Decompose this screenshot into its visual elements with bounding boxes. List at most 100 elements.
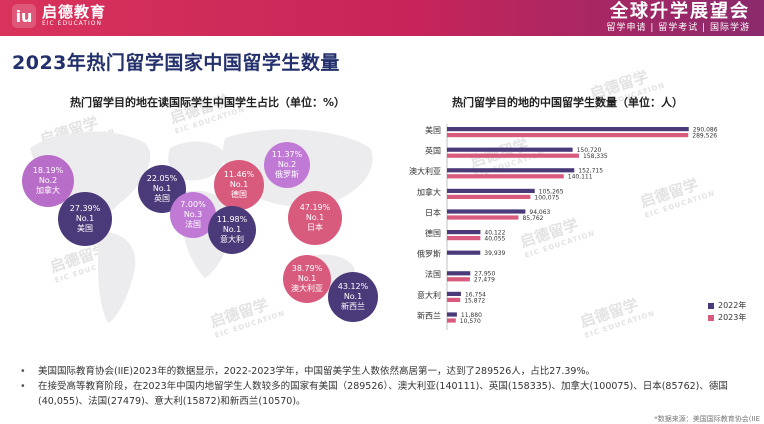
value-label: 39,939 [484, 250, 505, 257]
note-item: 美国国际教育协会(IIE)2023年的数据显示，2022-2023学年，中国留美… [20, 364, 760, 379]
bubble-7: 47.19% No.1 日本 [288, 191, 342, 245]
legend-swatch-2023 [708, 315, 714, 321]
bubble-rank: No.1 [75, 214, 95, 223]
category-label: 美国 [425, 125, 441, 135]
bubble-country: 日本 [307, 223, 323, 232]
value-label: 40,055 [484, 236, 505, 243]
bar-2022 [447, 168, 575, 173]
bar-2022 [447, 147, 573, 152]
legend-item-2022: 2022年 [708, 300, 746, 312]
category-label: 日本 [425, 207, 441, 217]
legend-item-2023: 2023年 [708, 312, 746, 324]
bubble-pct: 27.39% [69, 204, 101, 213]
bubble-pct: 7.00% [180, 200, 206, 209]
bubble-rank: No.1 [152, 184, 172, 193]
value-label: 27,950 [474, 271, 495, 278]
page-title: 2023年热门留学国家中国留学生数量 [12, 52, 340, 74]
logo-icon: iu [12, 4, 36, 28]
legend-swatch-2022 [708, 303, 714, 309]
bubble-country: 加拿大 [36, 186, 60, 195]
value-label: 10,570 [460, 318, 481, 325]
value-label: 85,762 [522, 215, 543, 222]
bubble-country: 美国 [77, 224, 93, 233]
bubble-rank: No.2 [38, 176, 58, 185]
bubble-rank: No.1 [222, 225, 242, 234]
bubble-country: 德国 [231, 190, 247, 199]
bubble-6: 11.37% No.2 俄罗斯 [264, 142, 310, 188]
map-europe [168, 141, 225, 181]
map-south-america [97, 232, 136, 323]
bubble-country: 意大利 [220, 235, 244, 244]
bubble-pct: 18.19% [32, 166, 64, 175]
value-label: 100,075 [534, 194, 559, 201]
data-source: *数据来源：美国国际教育协会(IIE [654, 415, 760, 423]
bubble-pct: 47.19% [299, 203, 331, 212]
bar-2023 [447, 236, 481, 241]
bar-2023 [447, 194, 531, 199]
bar-chart-title: 热门留学目的地的中国留学生数量（单位：人） [452, 96, 683, 109]
brand: 全球升学展望会 留学申请 | 留学考试 | 国际学游 [606, 2, 750, 34]
bar-2022 [447, 209, 526, 214]
value-label: 15,872 [464, 297, 485, 304]
value-label: 105,265 [539, 188, 564, 195]
value-label: 27,479 [474, 277, 495, 284]
bar-2023 [447, 215, 519, 220]
bar-2023 [447, 174, 564, 179]
bar-2022 [447, 271, 471, 276]
bubble-rank: No.2 [277, 160, 297, 169]
chart-legend: 2022年 2023年 [708, 300, 746, 324]
value-label: 152,715 [578, 168, 603, 175]
value-label: 158,335 [583, 153, 608, 160]
bubble-country: 新西兰 [341, 302, 365, 311]
category-label: 俄罗斯 [417, 249, 441, 259]
value-label: 140,111 [568, 174, 593, 181]
bubble-rank: No.3 [183, 210, 203, 219]
value-label: 16,754 [465, 291, 486, 298]
brand-title: 全球升学展望会 [610, 1, 750, 22]
bubble-9: 43.12% No.1 新西兰 [328, 272, 378, 322]
logo-subtext: EIC EDUCATION [42, 20, 102, 27]
bubble-pct: 11.46% [223, 170, 255, 179]
bubble-1: 27.39% No.1 美国 [58, 192, 112, 246]
bar-2022 [447, 127, 689, 132]
bubble-4: 11.46% No.1 德国 [214, 160, 264, 210]
bubble-country: 法国 [185, 220, 201, 229]
bubble-country: 英国 [154, 194, 170, 203]
value-label: 289,526 [692, 133, 717, 140]
bubble-pct: 11.98% [216, 215, 248, 224]
logo-text: 启德教育 [42, 3, 107, 21]
bar-2023 [447, 318, 456, 323]
bubble-rank: No.1 [343, 292, 363, 301]
bubble-rank: No.1 [305, 213, 325, 222]
value-label: 150,720 [577, 147, 602, 154]
category-label: 新西兰 [417, 310, 441, 320]
map-chart-title: 热门留学目的地在读国际学生中国学生占比（单位：%） [70, 96, 346, 109]
notes: 美国国际教育协会(IIE)2023年的数据显示，2022-2023学年，中国留美… [20, 364, 760, 409]
bar-2022 [447, 230, 481, 235]
category-label: 法国 [425, 269, 441, 279]
bubble-0: 18.19% No.2 加拿大 [22, 155, 74, 207]
bar-2023 [447, 297, 461, 302]
bubble-pct: 22.05% [146, 174, 178, 183]
bubble-pct: 11.37% [271, 150, 303, 159]
bubble-5: 11.98% No.1 意大利 [208, 206, 256, 254]
bubble-country: 澳大利亚 [291, 284, 323, 293]
bar-2022 [447, 250, 481, 255]
value-label: 290,086 [693, 127, 718, 134]
bar-2022 [447, 188, 535, 193]
bar-2023 [447, 153, 579, 158]
bar-2023 [447, 277, 470, 282]
category-label: 加拿大 [417, 187, 441, 197]
bubble-8: 38.79% No.1 澳大利亚 [283, 255, 331, 303]
category-label: 德国 [425, 228, 441, 238]
brand-subtitle: 留学申请 | 留学考试 | 国际学游 [606, 23, 750, 33]
legend-label-2022: 2022年 [718, 301, 747, 310]
bar-2022 [447, 312, 457, 317]
bubble-country: 俄罗斯 [275, 170, 299, 179]
value-label: 94,063 [529, 209, 550, 216]
bubble-pct: 38.79% [291, 264, 323, 273]
category-label: 英国 [425, 146, 441, 156]
bar-2023 [447, 133, 689, 138]
bubble-rank: No.1 [229, 180, 249, 189]
